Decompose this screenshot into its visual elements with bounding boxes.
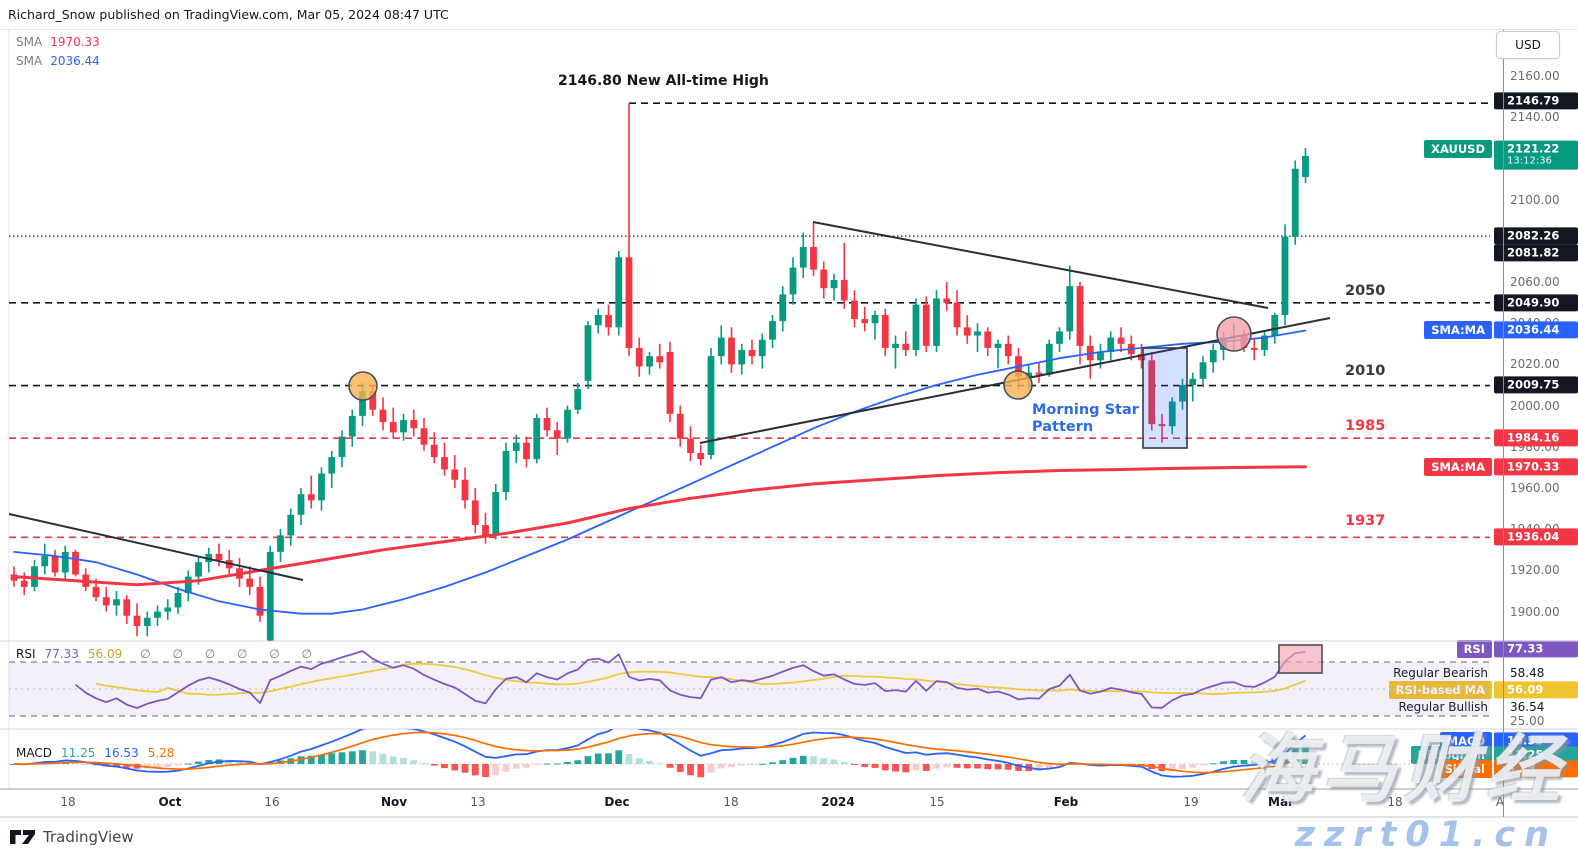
macd-legend-label: MACD <box>16 746 52 760</box>
indicator-label-chip: MACD <box>1439 732 1492 750</box>
price-level-label: 2010 <box>1345 363 1386 379</box>
price-axis-badge: 2121.22 13:12:36 <box>1494 140 1578 170</box>
time-tick: 2024 <box>821 795 855 809</box>
price-tick: 2060.00 <box>1510 275 1560 289</box>
time-tick: A <box>1495 795 1505 809</box>
byline: Richard_Snow published on TradingView.co… <box>8 7 449 22</box>
price-axis-badge: 2009.75 <box>1494 376 1578 394</box>
tradingview-brand[interactable]: TradingView <box>10 828 134 846</box>
macd-legend-values: 11.25 16.53 5.28 <box>61 746 183 760</box>
price-axis-badge: 5.28 <box>1494 760 1578 778</box>
sma-legend-row-slow[interactable]: SMA 1970.33 <box>16 35 100 49</box>
time-tick: 16 <box>264 795 280 809</box>
price-tick: 1900.00 <box>1510 605 1560 619</box>
time-tick: 15 <box>929 795 945 809</box>
price-axis-badge: 56.09 <box>1494 681 1578 699</box>
divergence-label: Regular Bullish <box>1398 700 1488 714</box>
price-axis-badge: 1970.33 <box>1494 458 1578 476</box>
legend-value: 11.25 <box>60 746 96 760</box>
legend-value: 16.53 <box>104 746 139 760</box>
sma-legend-row-fast[interactable]: SMA 2036.44 <box>16 54 100 68</box>
divergence-value: 58.48 <box>1510 666 1545 680</box>
price-axis-badge: 2036.44 <box>1494 321 1578 339</box>
time-tick: 18 <box>60 795 76 809</box>
rsi-legend-label: RSI <box>16 647 36 661</box>
legend-value: 5.28 <box>147 746 175 760</box>
time-tick: Feb <box>1053 795 1079 809</box>
indicator-label-chip: SMA:MA <box>1424 321 1492 339</box>
price-tick: 25.00 <box>1510 714 1545 728</box>
indicator-label-chip: SMA:MA <box>1424 458 1492 476</box>
watermark-url: zzrt01.cn <box>1294 815 1558 855</box>
sma-label: SMA <box>16 35 43 49</box>
divergence-value: 36.54 <box>1510 700 1545 714</box>
time-tick: 13 <box>470 795 486 809</box>
macd-legend[interactable]: MACD 11.25 16.53 5.28 <box>16 746 183 760</box>
price-axis-badge: 1984.16 <box>1494 429 1578 447</box>
price-axis-badge: 2082.26 <box>1494 227 1578 245</box>
sma-legend[interactable]: SMA 1970.33 SMA 2036.44 <box>16 35 100 68</box>
indicator-label-chip: RSI <box>1456 640 1492 658</box>
price-axis-badge: 2049.90 <box>1494 294 1578 312</box>
indicator-label-chip: Signal <box>1437 760 1492 778</box>
price-tick: 2000.00 <box>1510 399 1560 413</box>
divergence-label: Regular Bearish <box>1393 666 1488 680</box>
time-tick: 18 <box>1387 795 1403 809</box>
price-axis-badge: 1936.04 <box>1494 528 1578 546</box>
price-tick: 2020.00 <box>1510 357 1560 371</box>
price-axis-badge: 2146.79 <box>1494 92 1578 110</box>
legend-value: 56.09 <box>87 647 123 661</box>
price-axis-badge: 2081.82 <box>1494 244 1578 262</box>
time-tick: 18 <box>723 795 739 809</box>
rsi-legend[interactable]: RSI 77.33 56.09 ∅ ∅ ∅ ∅ ∅ ∅ <box>16 647 321 661</box>
time-tick: Nov <box>380 795 408 809</box>
price-tick: 2100.00 <box>1510 193 1560 207</box>
price-tick: 1960.00 <box>1510 481 1560 495</box>
indicator-label-chip: RSI-based MA <box>1388 681 1492 699</box>
watermark-chinese: 海马财经 <box>1240 727 1568 813</box>
legend-value: 77.33 <box>44 647 79 661</box>
sma-value: 2036.44 <box>50 54 100 68</box>
indicator-label-chip: Histogram <box>1410 746 1492 764</box>
price-level-label: 2050 <box>1345 283 1386 299</box>
price-axis-badge: 11.25 <box>1494 746 1578 764</box>
price-level-label: 1937 <box>1345 513 1386 529</box>
all-time-high-annotation: 2146.80 New All-time High <box>558 73 769 89</box>
time-tick: Mar <box>1268 795 1294 809</box>
price-level-label: 1985 <box>1345 418 1386 434</box>
tradingview-logo-icon <box>10 830 35 844</box>
sma-value: 1970.33 <box>50 35 100 49</box>
time-tick: Dec <box>604 795 630 809</box>
sma-label: SMA <box>16 54 43 68</box>
price-tick: 1920.00 <box>1510 563 1560 577</box>
morning-star-annotation: Morning Star Pattern <box>1032 402 1139 436</box>
price-tick: 2160.00 <box>1510 69 1560 83</box>
time-tick: Oct <box>158 795 182 809</box>
tradingview-brand-text: TradingView <box>43 828 134 846</box>
indicator-label-chip: XAUUSD <box>1424 140 1492 158</box>
rsi-divergence-empty-flags: ∅ ∅ ∅ ∅ ∅ ∅ <box>140 647 322 661</box>
price-axis-badge: 77.33 <box>1494 640 1578 658</box>
price-tick: 2140.00 <box>1510 110 1560 124</box>
time-tick: 19 <box>1183 795 1199 809</box>
rsi-legend-values: 77.33 56.09 <box>45 647 132 661</box>
currency-button[interactable]: USD <box>1496 31 1560 59</box>
price-axis-badge: 16.53 <box>1494 732 1578 750</box>
